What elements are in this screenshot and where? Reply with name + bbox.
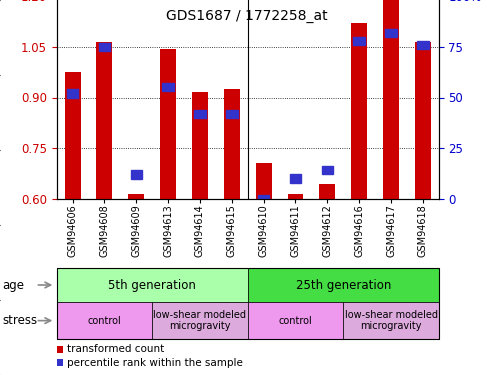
Bar — [224, 89, 240, 199]
Text: control: control — [279, 316, 313, 326]
Text: low-shear modeled
microgravity: low-shear modeled microgravity — [153, 310, 246, 332]
Text: 25th generation: 25th generation — [296, 279, 391, 291]
Bar — [319, 184, 335, 199]
Bar — [194, 110, 206, 118]
Text: transformed count: transformed count — [67, 345, 164, 354]
Text: stress: stress — [2, 314, 37, 327]
Bar — [128, 194, 144, 199]
Text: age: age — [2, 279, 25, 291]
Text: control: control — [88, 316, 121, 326]
Bar — [321, 166, 333, 174]
Text: percentile rank within the sample: percentile rank within the sample — [67, 358, 243, 368]
Bar — [97, 42, 112, 199]
Bar — [131, 170, 142, 178]
Bar — [351, 23, 367, 199]
Bar — [417, 41, 428, 49]
Bar — [290, 174, 301, 183]
Bar — [386, 28, 397, 37]
Bar — [162, 83, 174, 92]
Bar — [226, 110, 238, 118]
Bar — [287, 194, 304, 199]
Bar — [99, 43, 110, 51]
Bar — [415, 42, 431, 199]
Bar — [256, 164, 272, 199]
Bar — [65, 72, 80, 199]
Bar — [258, 195, 269, 203]
Bar — [67, 89, 78, 98]
Text: GDS1687 / 1772258_at: GDS1687 / 1772258_at — [166, 9, 327, 23]
Bar — [160, 49, 176, 199]
Bar — [383, 0, 399, 199]
Text: low-shear modeled
microgravity: low-shear modeled microgravity — [345, 310, 437, 332]
Text: 5th generation: 5th generation — [108, 279, 196, 291]
Bar — [192, 93, 208, 199]
Bar — [353, 37, 365, 45]
